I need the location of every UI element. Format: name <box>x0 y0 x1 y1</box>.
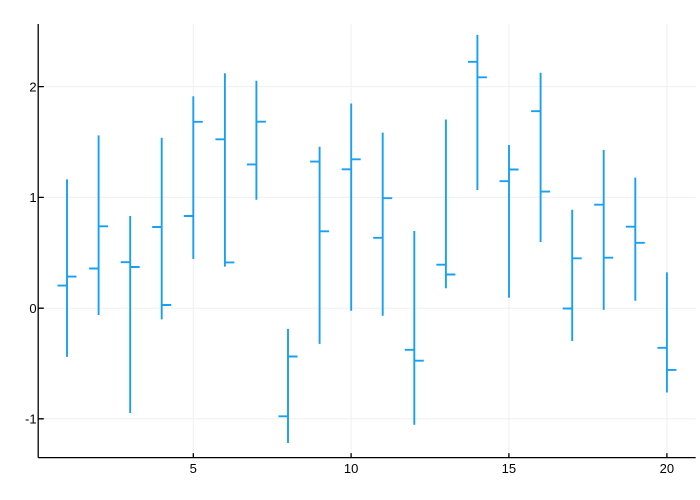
svg-text:2: 2 <box>29 79 36 94</box>
svg-text:20: 20 <box>660 461 674 476</box>
svg-text:5: 5 <box>190 461 197 476</box>
svg-text:1: 1 <box>29 190 36 205</box>
svg-text:15: 15 <box>502 461 516 476</box>
svg-text:0: 0 <box>29 301 36 316</box>
svg-text:-1: -1 <box>25 412 37 427</box>
svg-text:10: 10 <box>344 461 358 476</box>
